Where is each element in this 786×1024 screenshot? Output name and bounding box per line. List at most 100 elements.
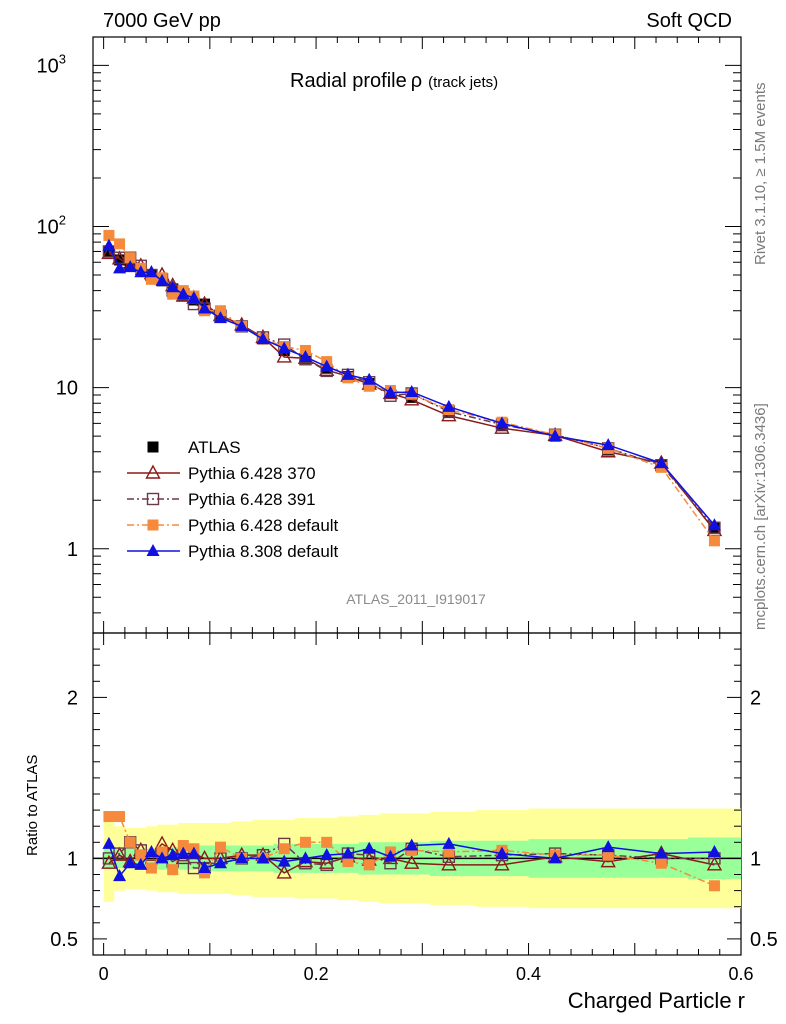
series-pythia-8-308-default-point — [155, 273, 169, 286]
ratio-pythia-6-428-default-point — [145, 862, 157, 874]
y-tick-label-ratio-left: 1 — [67, 848, 78, 870]
ratio-pythia-8-308-default-point — [654, 846, 668, 859]
ratio-pythia-6-428-default-point — [321, 836, 333, 848]
x-tick-label: 0.2 — [304, 964, 329, 984]
header-right: Soft QCD — [646, 10, 732, 32]
legend-entry-pythia-6-428-370-marker — [145, 464, 161, 479]
ratio-pythia-6-428-default-point — [708, 880, 720, 892]
y-tick-label-ratio-right: 1 — [750, 848, 761, 870]
ratio-pythia-6-428-default-point — [124, 836, 136, 848]
series-pythia-8-308-default-point — [405, 384, 419, 397]
ratio-pythia-6-428-391-line — [108, 841, 715, 869]
series-pythia-8-308-default-point — [495, 416, 509, 429]
ratio-pythia-6-428-default-point — [443, 846, 455, 858]
ratio-pythia-8-308-default-point — [298, 851, 312, 864]
ratio-pythia-8-308-default-point — [213, 856, 227, 869]
ratio-pythia-6-428-370-point — [441, 856, 457, 871]
x-tick-label: 0.6 — [728, 964, 753, 984]
y-tick-label-main: 1 — [67, 539, 78, 561]
series-pythia-6-428-default-point — [363, 380, 375, 392]
series-pythia-8-308-default-point — [654, 456, 668, 469]
ratio-series-layer — [101, 811, 723, 892]
legend-entry-pythia-6-428-370-label: Pythia 6.428 370 — [188, 464, 316, 483]
series-pythia-6-428-default-point — [114, 238, 126, 250]
x-tick-label: 0.4 — [516, 964, 541, 984]
x-tick-label: 0 — [99, 964, 109, 984]
mcplots-label: mcplots.cern.ch [arXiv:1306.3436] — [752, 403, 769, 630]
x-axis-label: Charged Particle r — [568, 988, 745, 1013]
ratio-pythia-8-308-default-point — [187, 846, 201, 859]
ratio-pythia-6-428-default-point — [655, 857, 667, 869]
y-tick-label-main: 102 — [37, 212, 66, 238]
ratio-pythia-8-308-default-point — [548, 851, 562, 864]
ratio-y-axis-label: Ratio to ATLAS — [24, 755, 41, 856]
legend: ATLAS Pythia 6.428 370 Pythia 6.428 391 Pyt… — [127, 438, 339, 561]
ratio-pythia-8-308-default-point — [123, 856, 137, 869]
series-pythia-6-428-default-point — [124, 252, 136, 264]
series-pythia-8-308-default-point — [134, 265, 148, 278]
series-pythia-8-308-default-point — [102, 238, 116, 251]
ratio-pythia-8-308-default-point — [601, 840, 615, 853]
chart-title: Radial profile ρ (track jets) — [290, 70, 498, 92]
ratio-pythia-6-428-default-point — [167, 864, 179, 876]
ratio-pythia-6-428-default-point — [342, 856, 354, 868]
ratio-pythia-6-428-default-point — [114, 811, 126, 823]
series-pythia-8-308-default-point — [187, 290, 201, 303]
analysis-tag: ATLAS_2011_I919017 — [346, 591, 486, 607]
series-pythia-8-308-default-point — [362, 372, 376, 385]
ratio-pythia-8-308-default-point — [144, 844, 158, 857]
legend-entry-pythia-6-428-default-marker — [147, 519, 159, 531]
ratio-pythia-6-428-default-point — [363, 859, 375, 871]
y-tick-label-ratio-left: 2 — [67, 687, 78, 709]
series-pythia-8-308-default-point — [144, 265, 158, 278]
ratio-pythia-6-428-default-point — [103, 811, 115, 823]
ratio-pythia-6-428-default-point — [602, 849, 614, 861]
axis-ticks — [93, 37, 742, 955]
ratio-pythia-6-428-default-point — [135, 849, 147, 861]
ratio-pythia-8-308-default-point — [320, 848, 334, 861]
legend-entry-pythia-6-428-391-marker — [146, 492, 160, 506]
series-pythia-8-308-default-point — [113, 261, 127, 274]
y-tick-label-main: 10 — [56, 378, 78, 400]
ratio-pythia-8-308-default-point — [113, 869, 127, 882]
series-pythia-8-308-default-point — [601, 438, 615, 451]
series-pythia-8-308-default-point — [176, 287, 190, 300]
series-pythia-8-308-default-point — [277, 341, 291, 354]
series-pythia-8-308-default-point — [341, 367, 355, 380]
ratio-pythia-6-428-default-point — [177, 840, 189, 852]
legend-entry-pythia-6-428-default-label: Pythia 6.428 default — [188, 516, 339, 535]
legend-entry-pythia-8-308-default-marker — [146, 544, 160, 556]
y-tick-label-main: 103 — [37, 51, 66, 77]
ratio-pythia-8-308-default-point — [277, 854, 291, 867]
ratio-pythia-8-308-default-point — [362, 841, 376, 854]
ratio-pythia-6-428-default-point — [299, 836, 311, 848]
ratio-pythia-8-308-default-point — [198, 861, 212, 874]
ratio-pythia-6-428-370-point — [494, 856, 510, 871]
ratio-pythia-8-308-default-point — [383, 849, 397, 862]
series-pythia-6-428-default-point — [103, 229, 115, 241]
legend-entry-pythia-6-428-391-label: Pythia 6.428 391 — [188, 490, 316, 509]
series-pythia-6-428-default-point — [214, 305, 226, 317]
ratio-pythia-8-308-default-point — [495, 846, 509, 859]
ratio-pythia-8-308-default-point — [707, 844, 721, 857]
ratio-pythia-8-308-default-point — [341, 846, 355, 859]
legend-entry-atlas-marker — [147, 441, 159, 453]
y-tick-label-ratio-left: 0.5 — [50, 929, 78, 951]
series-pythia-8-308-default-point — [320, 359, 334, 372]
ratio-pythia-6-428-370-point — [276, 864, 292, 879]
ratio-pythia-6-428-370-point — [111, 846, 128, 861]
series-pythia-8-308-default-point — [383, 385, 397, 398]
series-pythia-8-308-default-point — [213, 311, 227, 324]
header-left: 7000 GeV pp — [103, 10, 221, 32]
series-pythia-6-428-370-point — [276, 348, 292, 363]
series-pythia-8-308-default-point — [442, 399, 456, 412]
series-pythia-6-428-default-point — [145, 273, 157, 285]
series-pythia-8-308-default-point — [166, 280, 180, 293]
main-series-layer — [101, 229, 723, 547]
ratio-pythia-8-308-default-point — [155, 851, 169, 864]
ratio-pythia-6-428-default-point — [214, 841, 226, 853]
series-pythia-8-308-default-point — [707, 518, 721, 531]
series-pythia-6-428-default-point — [708, 535, 720, 547]
ratio-pythia-8-308-default-point — [235, 851, 249, 864]
